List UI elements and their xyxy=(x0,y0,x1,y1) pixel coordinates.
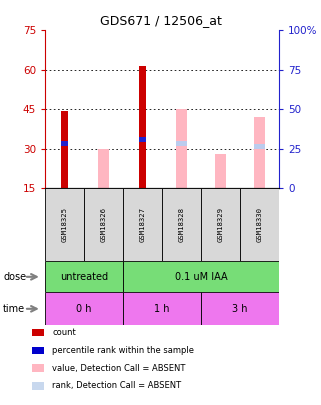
Text: 0 h: 0 h xyxy=(76,304,92,314)
Text: GDS671 / 12506_at: GDS671 / 12506_at xyxy=(100,14,221,27)
Bar xyxy=(123,261,279,292)
Text: count: count xyxy=(52,328,76,337)
Text: dose: dose xyxy=(3,272,26,282)
Bar xyxy=(201,292,279,325)
Text: percentile rank within the sample: percentile rank within the sample xyxy=(52,346,194,355)
Bar xyxy=(139,66,146,188)
Bar xyxy=(45,188,84,261)
Bar xyxy=(139,137,146,142)
Bar xyxy=(45,261,123,292)
Bar xyxy=(61,141,68,146)
Bar xyxy=(215,154,226,188)
Bar xyxy=(240,188,279,261)
Bar xyxy=(84,188,123,261)
Text: GSM18327: GSM18327 xyxy=(140,207,146,242)
Text: 3 h: 3 h xyxy=(232,304,248,314)
Bar xyxy=(123,188,162,261)
Text: 1 h: 1 h xyxy=(154,304,170,314)
Text: GSM18328: GSM18328 xyxy=(178,207,185,242)
Bar xyxy=(61,111,68,188)
Text: GSM18329: GSM18329 xyxy=(218,207,224,242)
Bar xyxy=(176,109,187,188)
Text: GSM18325: GSM18325 xyxy=(61,207,67,242)
Bar xyxy=(45,292,123,325)
Text: time: time xyxy=(3,304,25,314)
Text: value, Detection Call = ABSENT: value, Detection Call = ABSENT xyxy=(52,364,186,373)
Bar xyxy=(254,144,265,149)
Bar xyxy=(176,141,187,146)
Bar xyxy=(123,292,201,325)
Text: 0.1 uM IAA: 0.1 uM IAA xyxy=(175,272,228,282)
Bar xyxy=(254,117,265,188)
Text: untreated: untreated xyxy=(60,272,108,282)
Bar xyxy=(98,149,109,188)
Text: GSM18330: GSM18330 xyxy=(257,207,263,242)
Bar xyxy=(201,188,240,261)
Text: GSM18326: GSM18326 xyxy=(100,207,107,242)
Bar xyxy=(162,188,201,261)
Text: rank, Detection Call = ABSENT: rank, Detection Call = ABSENT xyxy=(52,382,181,390)
